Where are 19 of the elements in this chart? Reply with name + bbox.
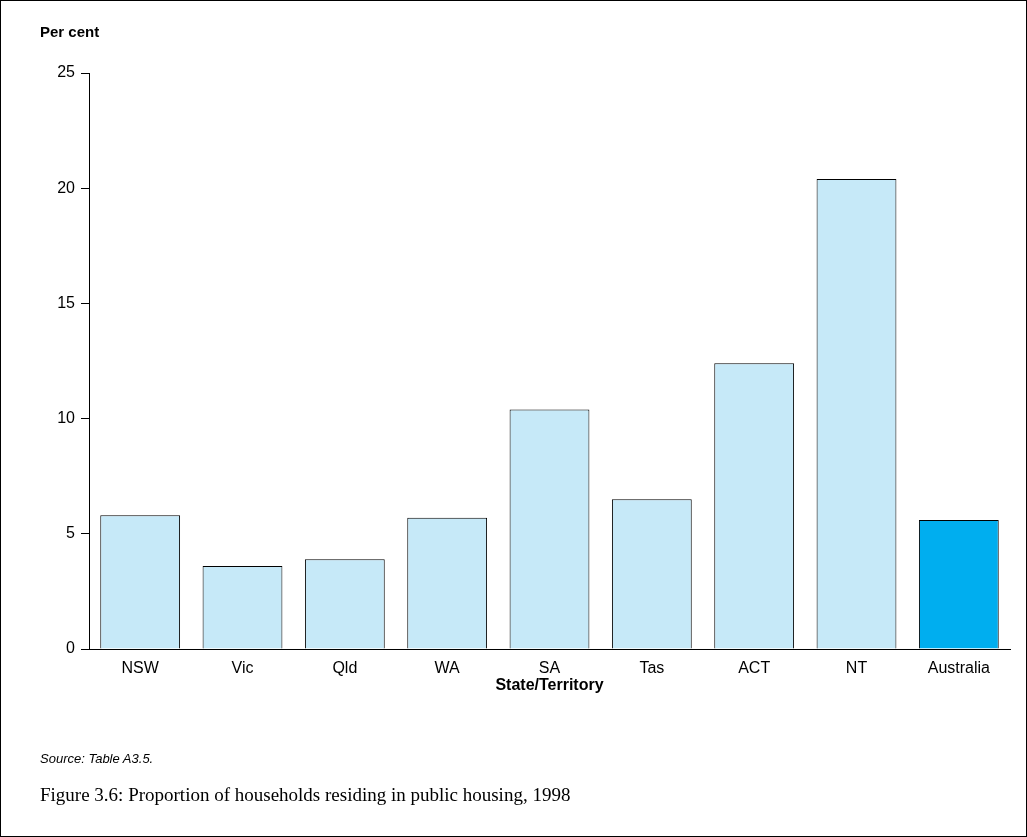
x-axis-title: State/Territory [495, 675, 604, 693]
x-tick-label: Tas [639, 659, 665, 677]
x-tick-label: SA [538, 659, 561, 677]
y-tick-label: 10 [57, 409, 76, 427]
y-tick-label: 25 [57, 63, 76, 81]
x-tick-label: NSW [121, 659, 160, 677]
x-tick-label: Vic [231, 659, 254, 677]
x-tick-label: NT [845, 659, 868, 677]
y-axis-title: Per cent [40, 23, 100, 40]
y-tick-label: 5 [66, 524, 76, 542]
source-note: Source: Table A3.5. [40, 751, 154, 766]
y-tick-label: 15 [57, 293, 76, 311]
x-tick-label: Australia [927, 659, 991, 677]
x-tick-label: WA [434, 659, 461, 677]
y-tick-label: 20 [57, 178, 76, 196]
x-tick-label: Qld [332, 659, 358, 677]
text: Figure 3.6: Proportion of households residing in public housing, 1998 [40, 784, 571, 805]
x-tick-label: ACT [738, 659, 771, 677]
y-tick-label: 0 [66, 639, 76, 657]
